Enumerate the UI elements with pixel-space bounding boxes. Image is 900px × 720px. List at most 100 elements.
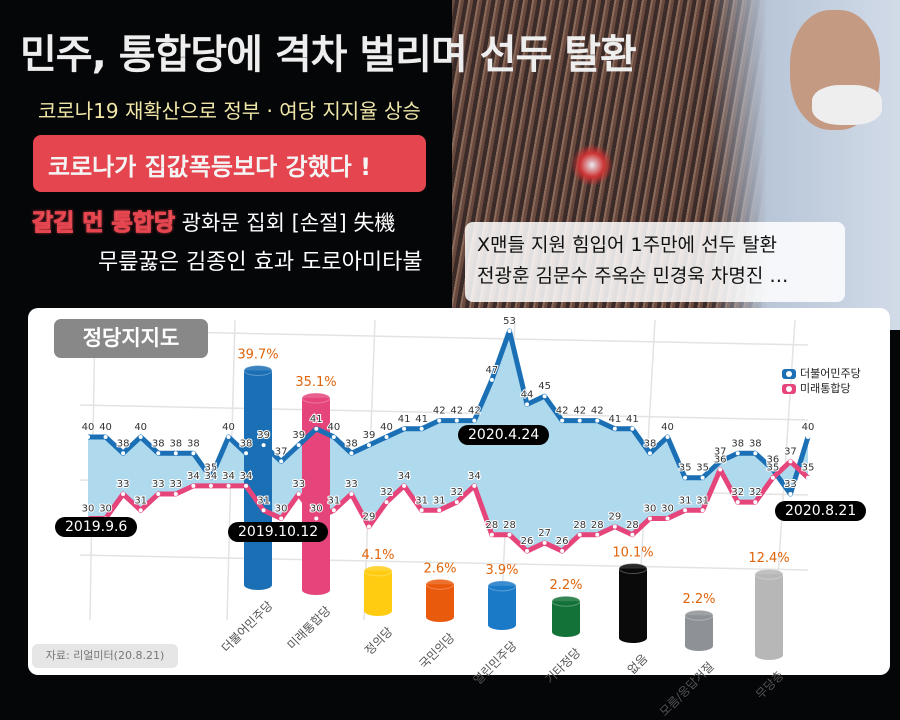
bar	[487, 580, 517, 630]
highlight-box: 코로나가 집값폭등보다 강했다 !	[33, 135, 426, 192]
data-point	[454, 418, 459, 423]
data-label: 30	[82, 503, 95, 514]
data-label: 38	[117, 438, 130, 449]
data-label: 42	[556, 406, 569, 417]
data-point	[331, 434, 336, 439]
data-label: 33	[152, 479, 165, 490]
bar	[243, 364, 273, 590]
data-point	[577, 418, 582, 423]
data-point	[770, 467, 775, 472]
bar-base	[552, 627, 580, 637]
data-point	[806, 434, 810, 439]
bar-base	[685, 641, 713, 651]
data-point	[279, 516, 284, 521]
bar-top	[363, 565, 393, 577]
data-label: 32	[749, 487, 762, 498]
data-point	[173, 492, 178, 496]
data-label: 27	[538, 528, 551, 539]
caption-line-1: X맨들 지원 힘입어 1주만에 선두 탈환	[477, 234, 778, 256]
bar-value-label: 2.2%	[549, 578, 582, 593]
data-label: 37	[714, 446, 727, 457]
data-point	[489, 377, 494, 382]
bar-base	[488, 620, 516, 630]
data-point	[384, 434, 389, 439]
data-point	[525, 402, 530, 407]
data-point	[735, 451, 740, 456]
date-callout: 2020.8.21	[775, 501, 867, 521]
data-label: 28	[591, 520, 604, 531]
data-label: 41	[415, 414, 428, 425]
data-label: 41	[608, 414, 621, 425]
data-label: 40	[222, 422, 235, 433]
data-point	[437, 508, 442, 513]
date-callout: 2019.10.12	[228, 522, 329, 542]
data-point	[595, 532, 600, 537]
data-label: 35	[802, 463, 815, 474]
data-point	[402, 426, 407, 431]
data-label: 40	[82, 422, 95, 433]
bar-top	[425, 578, 455, 590]
data-label: 30	[99, 503, 112, 514]
data-point	[700, 475, 705, 480]
data-point	[630, 532, 635, 537]
data-label: 37	[275, 446, 288, 457]
data-point	[314, 426, 319, 431]
data-point	[665, 434, 670, 439]
date-callout: 2019.9.6	[55, 517, 138, 537]
data-point	[542, 540, 547, 545]
data-label: 28	[573, 520, 586, 531]
legend-item-unified: 미래통합당	[782, 381, 861, 396]
bar	[551, 595, 581, 637]
data-label: 29	[608, 512, 621, 523]
data-point	[612, 426, 617, 431]
data-label: 34	[240, 471, 253, 482]
data-point	[331, 508, 336, 513]
data-label: 34	[187, 471, 200, 482]
data-label: 42	[450, 406, 463, 417]
data-label: 40	[802, 422, 815, 433]
data-point	[138, 508, 143, 513]
bar-value-label: 39.7%	[237, 347, 278, 362]
photo-caption: X맨들 지원 힘입어 1주만에 선두 탈환 전광훈 김문수 주옥순 민경욱 차명…	[465, 222, 845, 302]
data-point	[472, 483, 477, 488]
data-point	[753, 500, 758, 505]
data-label: 32	[450, 487, 463, 498]
data-point	[700, 508, 705, 513]
data-point	[718, 459, 723, 464]
data-label: 34	[398, 471, 411, 482]
bar-body	[685, 615, 713, 646]
data-label: 38	[345, 438, 358, 449]
data-point	[349, 451, 354, 456]
data-label: 37	[784, 446, 797, 457]
data-point	[718, 467, 723, 472]
data-label: 45	[538, 381, 551, 392]
data-point	[226, 434, 231, 439]
data-point	[612, 524, 617, 529]
data-label: 35	[696, 463, 709, 474]
data-label: 38	[169, 438, 182, 449]
data-label: 35	[205, 463, 218, 474]
bar-body	[364, 570, 392, 611]
data-point	[647, 516, 652, 521]
data-point	[472, 418, 477, 423]
data-point	[402, 483, 407, 488]
data-point	[560, 418, 565, 423]
gridline	[79, 554, 809, 571]
data-label: 26	[521, 536, 534, 547]
data-point	[507, 329, 512, 333]
data-label: 40	[99, 422, 112, 433]
data-point	[156, 451, 161, 456]
data-label: 42	[433, 406, 446, 417]
deck-line-1: 갈길 먼 통합당 광화문 집회 [손절] 失機	[32, 203, 396, 237]
data-point	[419, 508, 424, 513]
bar-base	[426, 612, 454, 622]
data-label: 28	[503, 520, 516, 531]
bar-top	[754, 568, 784, 580]
data-label: 35	[679, 463, 692, 474]
data-label: 28	[626, 520, 639, 531]
data-label: 26	[556, 536, 569, 547]
bar	[684, 609, 714, 651]
data-point	[103, 434, 108, 439]
data-point	[665, 516, 670, 521]
line-chart: 39.7% 35.1% 4.1% 2.6% 3.9% 2.2% 10.1% 2.2% 12.4%…	[79, 315, 815, 660]
